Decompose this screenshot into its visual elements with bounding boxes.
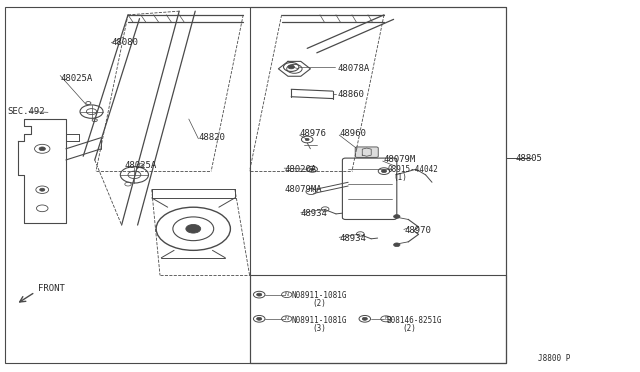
Text: (2): (2) bbox=[312, 299, 326, 308]
Circle shape bbox=[394, 215, 400, 218]
Text: (3): (3) bbox=[312, 324, 326, 333]
Circle shape bbox=[257, 317, 262, 320]
Text: 48934: 48934 bbox=[339, 234, 366, 243]
Text: 48976: 48976 bbox=[300, 129, 326, 138]
Text: N: N bbox=[285, 292, 289, 297]
Text: 48080: 48080 bbox=[112, 38, 139, 47]
Text: 48078A: 48078A bbox=[337, 64, 369, 73]
Circle shape bbox=[305, 138, 309, 141]
Text: B: B bbox=[384, 316, 388, 321]
Text: 48970: 48970 bbox=[404, 226, 431, 235]
Text: 48079MA: 48079MA bbox=[285, 185, 323, 194]
Circle shape bbox=[394, 243, 400, 247]
Text: 48020A: 48020A bbox=[285, 165, 317, 174]
Text: J8800 P: J8800 P bbox=[538, 355, 570, 363]
Text: 48820: 48820 bbox=[198, 133, 225, 142]
Text: 48960: 48960 bbox=[339, 129, 366, 138]
Circle shape bbox=[39, 147, 45, 151]
Text: 48805: 48805 bbox=[515, 154, 542, 163]
Circle shape bbox=[40, 188, 45, 191]
Bar bbox=[250, 275, 506, 363]
Text: 48025A: 48025A bbox=[125, 161, 157, 170]
Bar bbox=[5, 7, 506, 363]
Text: N08911-1081G: N08911-1081G bbox=[291, 291, 347, 300]
Circle shape bbox=[186, 224, 201, 233]
Text: (1): (1) bbox=[394, 173, 408, 182]
Text: B08146-8251G: B08146-8251G bbox=[387, 316, 442, 325]
Text: 48025A: 48025A bbox=[61, 74, 93, 83]
Text: SEC.492: SEC.492 bbox=[8, 107, 45, 116]
Circle shape bbox=[288, 65, 294, 69]
Bar bbox=[250, 7, 506, 363]
Text: 08915-44042: 08915-44042 bbox=[387, 165, 438, 174]
Circle shape bbox=[310, 168, 314, 170]
Text: 48079M: 48079M bbox=[384, 155, 416, 164]
FancyBboxPatch shape bbox=[355, 147, 378, 157]
Text: (2): (2) bbox=[402, 324, 416, 333]
Text: 48934: 48934 bbox=[301, 209, 328, 218]
Text: 48860: 48860 bbox=[337, 90, 364, 99]
Circle shape bbox=[257, 293, 262, 296]
Circle shape bbox=[362, 317, 367, 320]
Text: FRONT: FRONT bbox=[38, 284, 65, 293]
Text: N08911-1081G: N08911-1081G bbox=[291, 316, 347, 325]
Circle shape bbox=[381, 170, 387, 173]
Text: N: N bbox=[285, 316, 289, 321]
